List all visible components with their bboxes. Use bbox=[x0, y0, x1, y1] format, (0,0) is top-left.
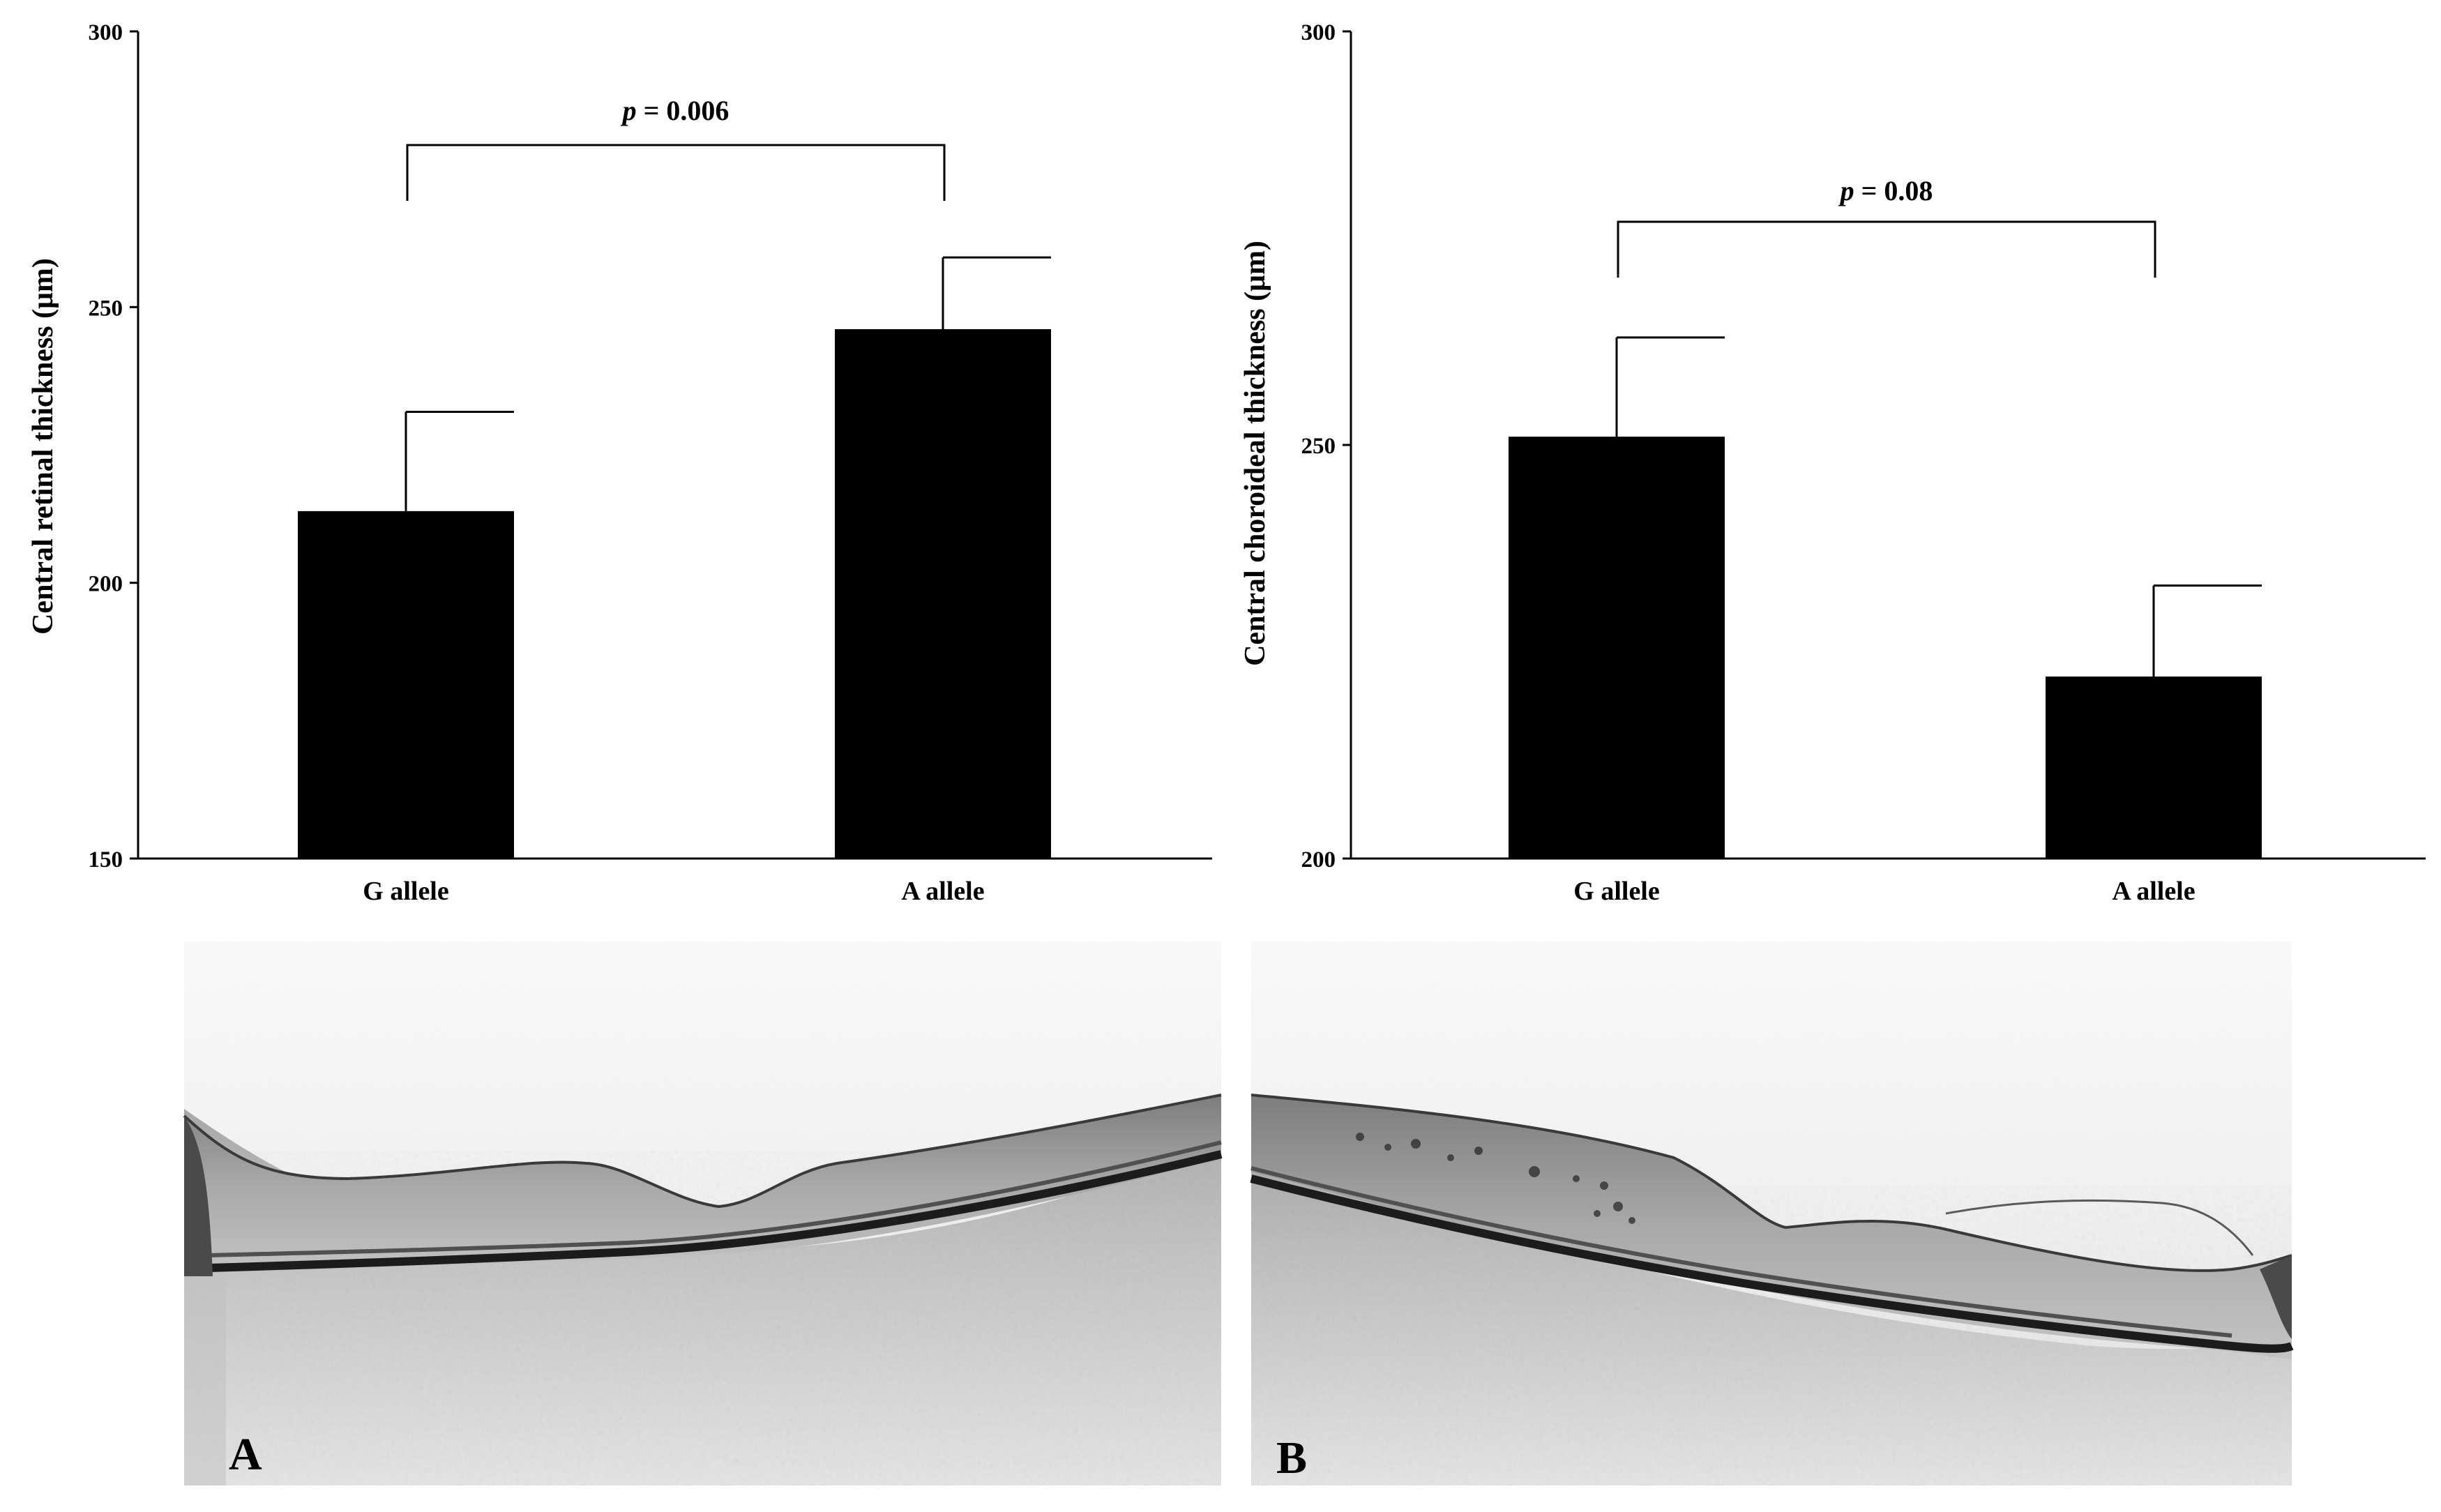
oct-scan-b: B bbox=[1250, 942, 2294, 1485]
p-value-label: p = 0.006 bbox=[621, 95, 730, 126]
panel-label-b: B bbox=[1276, 1432, 1307, 1483]
bar-a-allele bbox=[2046, 676, 2262, 859]
y-axis-label: Central choroideal thickness (μm) bbox=[1239, 241, 1271, 666]
choroideal-thickness-chart: 200 250 300 G allele A allele Central choro… bbox=[1239, 20, 2426, 906]
y-tick-label: 300 bbox=[89, 20, 123, 45]
significance-bracket bbox=[1617, 220, 2156, 278]
y-axis-label: Central retinal thickness (μm) bbox=[27, 258, 59, 635]
y-tick-label: 250 bbox=[1301, 434, 1336, 459]
y-tick-label: 150 bbox=[89, 847, 123, 872]
x-category-label: G allele bbox=[363, 877, 448, 906]
p-value-label: p = 0.08 bbox=[1838, 175, 1933, 206]
y-tick-label: 250 bbox=[89, 296, 123, 321]
significance-bracket bbox=[406, 144, 946, 201]
y-tick-label: 300 bbox=[1301, 20, 1336, 45]
x-category-label: G allele bbox=[1573, 877, 1659, 906]
x-category-label: A allele bbox=[901, 877, 984, 906]
y-tick-label: 200 bbox=[1301, 847, 1336, 872]
y-tick-label: 200 bbox=[89, 572, 123, 597]
x-category-label: A allele bbox=[2112, 877, 2195, 906]
oct-scan-a: A bbox=[183, 942, 1223, 1485]
bar-a-allele bbox=[835, 328, 1051, 859]
bar-g-allele bbox=[298, 511, 514, 859]
bar-g-allele bbox=[1509, 437, 1725, 859]
retinal-thickness-chart: 150 200 250 300 G allele A allele Central re… bbox=[27, 20, 1212, 906]
panel-label-a: A bbox=[229, 1429, 262, 1480]
